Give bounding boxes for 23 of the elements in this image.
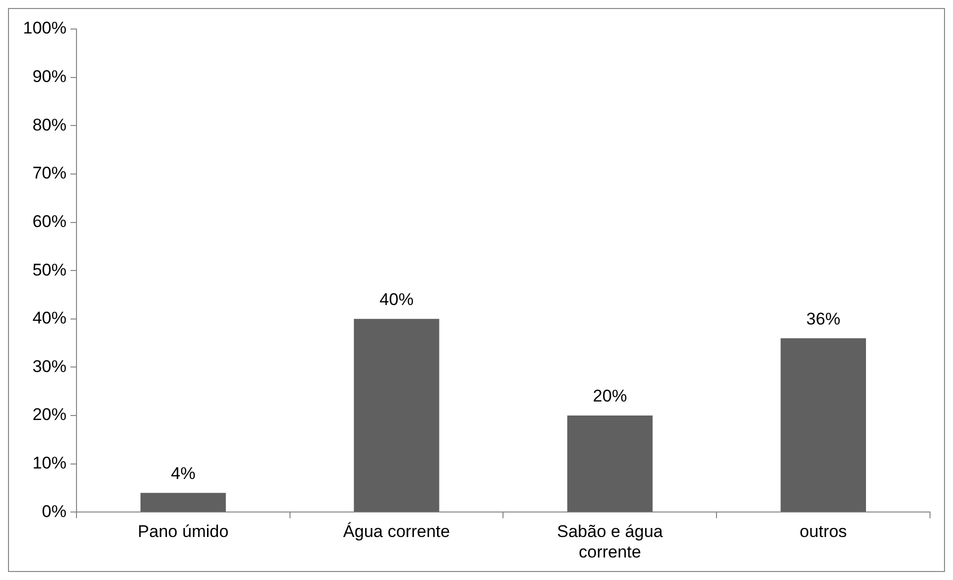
y-tick-label: 30% xyxy=(32,356,66,376)
y-tick-label: 10% xyxy=(32,454,66,473)
x-tick-label: Pano úmido xyxy=(138,522,229,542)
data-label: 36% xyxy=(806,309,840,328)
y-tick-label: 50% xyxy=(32,260,66,280)
bar xyxy=(780,338,866,512)
bar xyxy=(567,416,653,512)
bar xyxy=(354,318,440,512)
data-label: 4% xyxy=(170,464,196,484)
y-tick-label: 100% xyxy=(22,18,66,38)
y-tick-label: 20% xyxy=(32,405,66,424)
x-tick-label: Água corrente xyxy=(343,522,450,542)
x-tick-label: Sabão e água corrente xyxy=(556,522,664,562)
y-tick-label: 0% xyxy=(42,502,66,521)
y-tick-label: 40% xyxy=(32,308,66,328)
y-tick-label: 60% xyxy=(32,212,66,231)
y-tick-label: 90% xyxy=(32,67,66,86)
y-tick-label: 70% xyxy=(32,164,66,183)
x-tick-label: outros xyxy=(800,522,847,542)
data-label: 20% xyxy=(592,386,627,406)
bar xyxy=(140,492,226,512)
data-label: 40% xyxy=(380,290,414,310)
y-tick-label: 80% xyxy=(32,115,66,134)
